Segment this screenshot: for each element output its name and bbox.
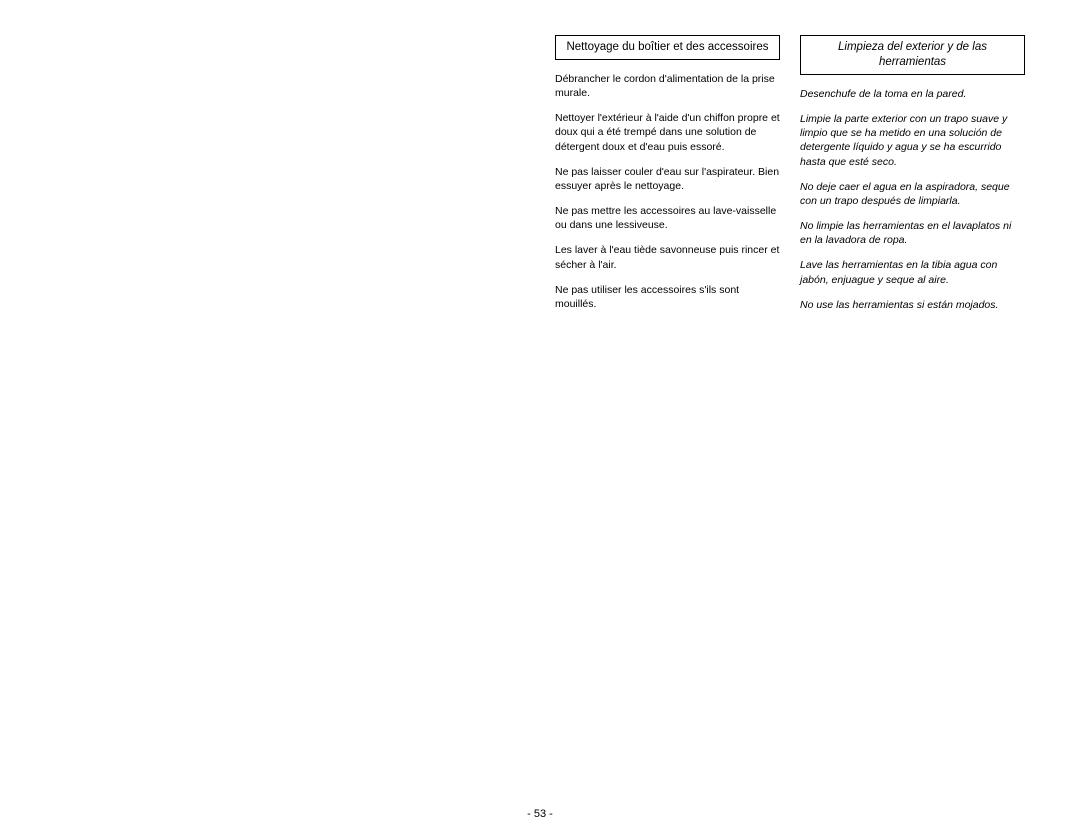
french-header-text: Nettoyage du boîtier et des accessoires <box>562 40 773 55</box>
paragraph: No use las herramientas si están mojados… <box>800 298 1025 312</box>
paragraph: Débrancher le cordon d'alimentation de l… <box>555 72 780 100</box>
page-content: Nettoyage du boîtier et des accessoires … <box>555 35 1025 323</box>
paragraph: Ne pas utiliser les accessoires s'ils so… <box>555 283 780 311</box>
spanish-body: Desenchufe de la toma en la pared. Limpi… <box>800 87 1025 312</box>
french-header-box: Nettoyage du boîtier et des accessoires <box>555 35 780 60</box>
paragraph: Nettoyer l'extérieur à l'aide d'un chiff… <box>555 111 780 154</box>
page-number: - 53 - <box>0 808 1080 820</box>
paragraph: No deje caer el agua en la aspiradora, s… <box>800 180 1025 208</box>
paragraph: Desenchufe de la toma en la pared. <box>800 87 1025 101</box>
spanish-header-text: Limpieza del exterior y de las herramien… <box>807 40 1018 70</box>
paragraph: Les laver à l'eau tiède savonneuse puis … <box>555 243 780 271</box>
paragraph: Ne pas laisser couler d'eau sur l'aspira… <box>555 165 780 193</box>
paragraph: Limpie la parte exterior con un trapo su… <box>800 112 1025 169</box>
french-column: Nettoyage du boîtier et des accessoires … <box>555 35 780 323</box>
spanish-column: Limpieza del exterior y de las herramien… <box>800 35 1025 323</box>
paragraph: Ne pas mettre les accessoires au lave-va… <box>555 204 780 232</box>
paragraph: No limpie las herramientas en el lavapla… <box>800 219 1025 247</box>
spanish-header-box: Limpieza del exterior y de las herramien… <box>800 35 1025 75</box>
paragraph: Lave las herramientas en la tibia agua c… <box>800 258 1025 286</box>
french-body: Débrancher le cordon d'alimentation de l… <box>555 72 780 311</box>
